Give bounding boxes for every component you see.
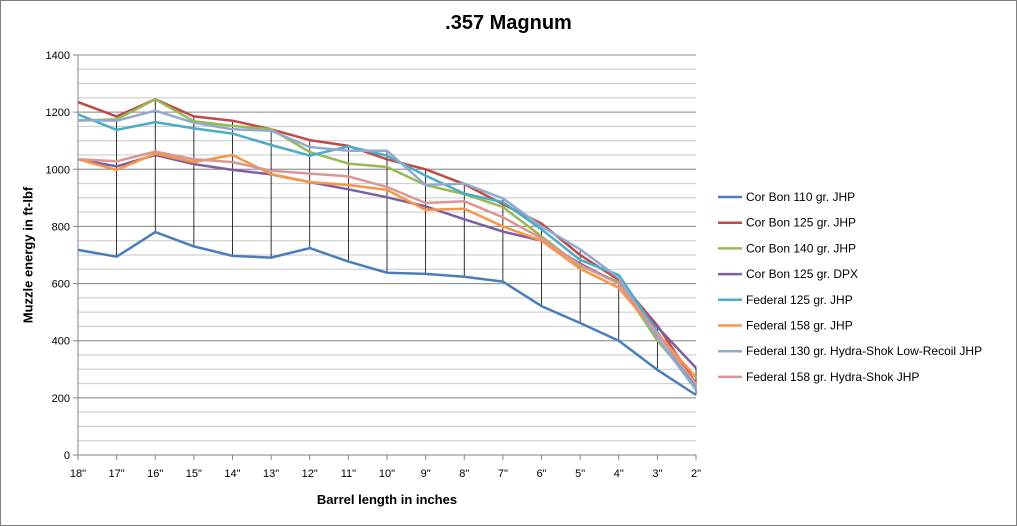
- series-line: [77, 150, 697, 385]
- x-tick-label: 11": [341, 468, 356, 480]
- series-line: [77, 152, 697, 379]
- series-line: [77, 113, 698, 390]
- x-tick-label: 13": [263, 468, 279, 480]
- y-tick-label: 200: [52, 393, 70, 405]
- y-tick-label: 400: [52, 336, 70, 348]
- x-tick-label: 14": [224, 468, 240, 480]
- y-tick-label: 1200: [46, 107, 70, 119]
- x-tick-label: 6": [536, 468, 546, 480]
- series-line: [77, 230, 697, 397]
- x-tick-label: 12": [302, 468, 318, 480]
- x-tick-label: 18": [70, 468, 86, 480]
- legend-label: Cor Bon 140 gr. JHP: [746, 241, 856, 255]
- series-line: [77, 109, 698, 391]
- x-tick-label: 15": [186, 468, 202, 480]
- x-tick-label: 8": [459, 468, 469, 480]
- y-tick-label: 800: [52, 221, 70, 233]
- legend-label: Cor Bon 125 gr. JHP: [746, 216, 856, 230]
- x-tick-label: 17": [109, 468, 125, 480]
- legend-label: Federal 158 gr. Hydra-Shok JHP: [746, 370, 919, 384]
- legend-label: Federal 158 gr. JHP: [746, 319, 853, 333]
- legend-label: Cor Bon 125 gr. DPX: [746, 267, 858, 281]
- x-tick-label: 9": [421, 468, 431, 480]
- legend-label: Federal 130 gr. Hydra-Shok Low-Recoil JH…: [746, 344, 982, 358]
- chart-title: .357 Magnum: [445, 12, 572, 34]
- x-tick-label: 4": [614, 468, 624, 480]
- legend-label: Cor Bon 110 gr. JHP: [746, 190, 855, 204]
- y-tick-label: 1000: [46, 164, 70, 176]
- legend-label: Federal 125 gr. JHP: [746, 293, 853, 307]
- y-tick-label: 0: [64, 450, 70, 462]
- x-tick-label: 10": [379, 468, 395, 480]
- x-tick-label: 16": [147, 468, 163, 480]
- x-tick-label: 5": [575, 468, 585, 480]
- x-tick-label: 2": [691, 468, 701, 480]
- x-tick-label: 3": [652, 468, 662, 480]
- x-tick-label: 7": [498, 468, 508, 480]
- y-tick-label: 600: [52, 279, 70, 291]
- y-tick-label: 1400: [46, 50, 70, 62]
- series-line: [77, 98, 698, 385]
- x-axis-title: Barrel length in inches: [316, 492, 458, 507]
